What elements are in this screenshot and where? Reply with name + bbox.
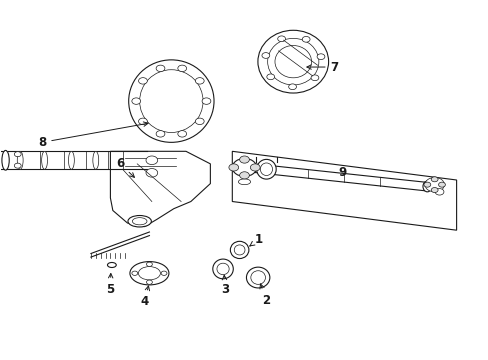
- Circle shape: [146, 280, 152, 284]
- Text: 5: 5: [106, 274, 114, 296]
- Ellipse shape: [68, 151, 74, 169]
- Circle shape: [266, 74, 274, 80]
- Ellipse shape: [138, 267, 160, 280]
- Circle shape: [228, 164, 238, 171]
- Circle shape: [156, 65, 164, 72]
- Circle shape: [424, 177, 444, 192]
- Circle shape: [146, 168, 158, 177]
- Circle shape: [438, 182, 445, 187]
- Circle shape: [132, 271, 138, 275]
- Circle shape: [239, 172, 249, 179]
- Circle shape: [202, 98, 210, 104]
- Text: 3: 3: [221, 275, 228, 296]
- Ellipse shape: [422, 181, 431, 192]
- Circle shape: [423, 182, 430, 187]
- Circle shape: [14, 163, 21, 168]
- Circle shape: [302, 36, 309, 42]
- Circle shape: [195, 118, 203, 125]
- Ellipse shape: [217, 263, 229, 275]
- Circle shape: [239, 156, 249, 163]
- Circle shape: [277, 36, 285, 42]
- Circle shape: [138, 118, 147, 125]
- Ellipse shape: [267, 39, 318, 85]
- Circle shape: [430, 188, 437, 193]
- Ellipse shape: [2, 150, 9, 170]
- Ellipse shape: [234, 245, 244, 255]
- Circle shape: [250, 164, 260, 171]
- Ellipse shape: [274, 45, 311, 78]
- Polygon shape: [232, 151, 456, 230]
- Ellipse shape: [256, 159, 276, 179]
- Circle shape: [262, 53, 269, 58]
- Circle shape: [146, 262, 152, 266]
- Ellipse shape: [238, 179, 250, 185]
- Ellipse shape: [132, 218, 147, 225]
- Text: 2: 2: [260, 284, 270, 307]
- Circle shape: [430, 177, 437, 182]
- Ellipse shape: [212, 259, 233, 279]
- Circle shape: [178, 65, 186, 72]
- Ellipse shape: [246, 267, 269, 288]
- Ellipse shape: [128, 60, 214, 142]
- Text: 9: 9: [337, 166, 346, 179]
- Ellipse shape: [130, 262, 168, 285]
- Circle shape: [132, 98, 141, 104]
- Text: 6: 6: [116, 157, 134, 177]
- Polygon shape: [110, 151, 210, 226]
- Circle shape: [310, 75, 318, 81]
- Circle shape: [138, 78, 147, 84]
- Ellipse shape: [257, 30, 328, 93]
- Circle shape: [195, 78, 203, 84]
- Ellipse shape: [41, 151, 47, 169]
- Circle shape: [434, 189, 443, 195]
- Ellipse shape: [250, 271, 265, 284]
- Ellipse shape: [93, 151, 99, 169]
- Circle shape: [288, 84, 296, 90]
- Ellipse shape: [17, 151, 23, 169]
- Text: 4: 4: [140, 286, 149, 309]
- Circle shape: [316, 54, 324, 59]
- Circle shape: [178, 131, 186, 137]
- Circle shape: [161, 271, 166, 275]
- Ellipse shape: [128, 216, 151, 227]
- Circle shape: [156, 131, 164, 137]
- Ellipse shape: [107, 262, 116, 267]
- Ellipse shape: [230, 241, 248, 258]
- Text: 8: 8: [38, 122, 148, 149]
- Text: 1: 1: [249, 233, 263, 246]
- Circle shape: [232, 158, 256, 176]
- Text: 7: 7: [306, 60, 338, 73]
- Circle shape: [14, 152, 21, 157]
- Ellipse shape: [140, 70, 203, 132]
- Ellipse shape: [260, 163, 272, 176]
- Circle shape: [146, 156, 158, 165]
